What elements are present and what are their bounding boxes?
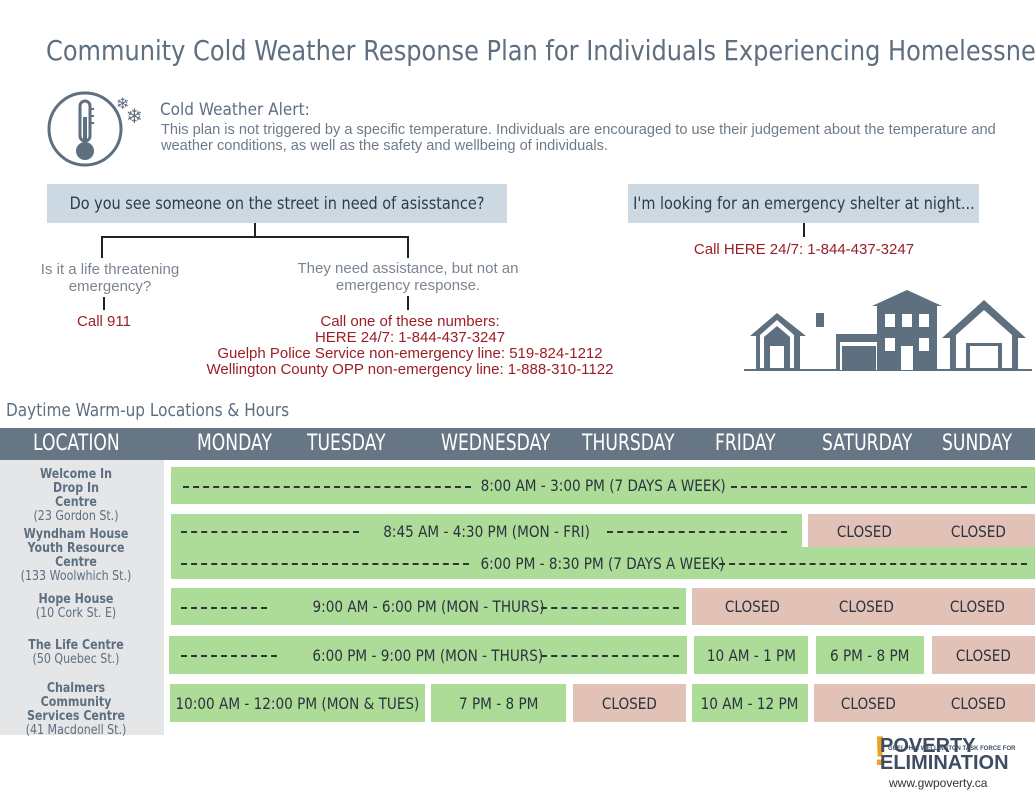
- closed-cell: CLOSED: [922, 684, 1035, 722]
- hours-text: 9:00 AM - 6:00 PM (MON - THURS): [312, 597, 545, 616]
- website-link[interactable]: www.gwpoverty.ca: [889, 776, 988, 790]
- connector-line: [803, 223, 805, 237]
- closed-label: CLOSED: [724, 597, 780, 616]
- hours-text: 8:45 AM - 4:30 PM (MON - FRI): [383, 521, 590, 541]
- hours-bar: 10 AM - 12 PM: [692, 684, 808, 722]
- logo-tagline: GUELPH & WELLINGTON TASK FORCE FOR: [888, 746, 1016, 752]
- hours-bar: 9:00 AM - 6:00 PM (MON - THURS): [171, 588, 686, 625]
- logo-elimination: ELIMINATION: [880, 752, 1009, 774]
- connector-line: [407, 236, 409, 258]
- hours-bar: 8:45 AM - 4:30 PM (MON - FRI): [171, 514, 802, 548]
- closed-cell: CLOSED: [692, 588, 812, 625]
- closed-cell: CLOSED: [920, 588, 1035, 625]
- header-monday: MONDAY: [197, 431, 272, 456]
- connector-line: [254, 223, 256, 236]
- connector-line: [103, 297, 105, 310]
- phone-opp: Wellington County OPP non-emergency line…: [206, 361, 614, 378]
- closed-cell: CLOSED: [921, 514, 1035, 548]
- logo-poverty: POVERTY: [880, 735, 976, 757]
- connector-line: [101, 236, 409, 238]
- alert-heading: Cold Weather Alert:: [160, 100, 310, 120]
- location-hope: Hope House (10 Cork St. E): [0, 593, 152, 621]
- closed-label: CLOSED: [601, 693, 657, 713]
- header-wednesday: WEDNESDAY: [441, 431, 551, 456]
- location-name: The Life Centre: [28, 638, 124, 653]
- location-address: (41 Macdonell St.): [25, 723, 127, 738]
- closed-label: CLOSED: [840, 693, 896, 713]
- location-chalmers: Chalmers Community Services Centre (41 M…: [0, 682, 152, 738]
- hours-text: 6 PM - 8 PM: [830, 645, 910, 665]
- location-column: [0, 460, 164, 735]
- phone-list-intro: Call one of these numbers:: [320, 313, 500, 330]
- closed-cell: CLOSED: [573, 684, 686, 722]
- schedule-title: Daytime Warm-up Locations & Hours: [6, 400, 290, 421]
- non-emergency-question: They need assistance, but not an emergen…: [297, 260, 519, 294]
- header-location: LOCATION: [33, 431, 120, 456]
- location-address: (10 Cork St. E): [35, 606, 117, 621]
- shelter-question: I'm looking for an emergency shelter at …: [632, 193, 975, 214]
- hours-text: 10 AM - 1 PM: [706, 645, 796, 665]
- closed-label: CLOSED: [838, 597, 894, 616]
- location-name: Chalmers Community Services Centre: [26, 681, 126, 724]
- header-saturday: SATURDAY: [822, 431, 913, 456]
- closed-label: CLOSED: [950, 693, 1006, 713]
- closed-cell: CLOSED: [814, 684, 922, 722]
- houses-illustration: [742, 288, 1034, 374]
- connector-line: [101, 236, 103, 258]
- page-title: Community Cold Weather Response Plan for…: [46, 34, 1035, 67]
- hours-bar: 8:00 AM - 3:00 PM (7 DAYS A WEEK): [171, 467, 1035, 504]
- hours-text: 7 PM - 8 PM: [458, 693, 539, 713]
- street-question: Do you see someone on the street in need…: [69, 193, 485, 214]
- header-friday: FRIDAY: [715, 431, 776, 456]
- phone-police: Guelph Police Service non-emergency line…: [217, 345, 603, 362]
- life-threatening-question: Is it a life threatening emergency?: [40, 261, 180, 295]
- hours-text: 6:00 PM - 8:30 PM (7 DAYS A WEEK): [480, 553, 725, 573]
- exclamation-icon: !: [873, 727, 887, 774]
- snowflake-icon: ❄: [116, 96, 130, 113]
- closed-label: CLOSED: [955, 645, 1011, 665]
- location-wyndham: Wyndham House Youth Resource Centre (133…: [0, 528, 152, 584]
- shelter-answer: Call HERE 24/7: 1-844-437-3247: [693, 241, 915, 258]
- hours-bar: 10:00 AM - 12:00 PM (MON & TUES): [170, 684, 425, 722]
- location-name: Welcome In Drop In Centre: [39, 467, 113, 510]
- header-tuesday: TUESDAY: [307, 431, 386, 456]
- location-name: Hope House: [38, 592, 114, 607]
- connector-line: [407, 296, 409, 310]
- hours-bar: 6:00 PM - 9:00 PM (MON - THURS): [169, 636, 687, 674]
- hours-text: 10 AM - 12 PM: [701, 693, 799, 713]
- closed-cell: CLOSED: [932, 636, 1035, 674]
- hours-bar: 6:00 PM - 8:30 PM (7 DAYS A WEEK): [171, 547, 1035, 579]
- snowflake-icon: ❄: [126, 106, 143, 128]
- location-address: (133 Woolwhich St.): [20, 569, 132, 584]
- header-sunday: SUNDAY: [942, 431, 1013, 456]
- closed-cell: CLOSED: [812, 588, 920, 625]
- shelter-question-box: I'm looking for an emergency shelter at …: [628, 184, 979, 223]
- location-life: The Life Centre (50 Quebec St.): [0, 639, 152, 667]
- call-911: Call 911: [77, 313, 131, 330]
- closed-label: CLOSED: [836, 521, 892, 541]
- schedule-header: [0, 428, 1035, 460]
- phone-list: Call one of these numbers: HERE 24/7: 1-…: [160, 314, 660, 378]
- hours-text: 10:00 AM - 12:00 PM (MON & TUES): [175, 693, 420, 713]
- hours-bar: 7 PM - 8 PM: [431, 684, 566, 722]
- phone-here: HERE 24/7: 1-844-437-3247: [314, 329, 506, 346]
- hours-bar: 10 AM - 1 PM: [694, 636, 808, 674]
- street-question-box: Do you see someone on the street in need…: [47, 184, 507, 223]
- header-thursday: THURSDAY: [582, 431, 675, 456]
- location-address: (50 Quebec St.): [32, 652, 120, 667]
- alert-body: This plan is not triggered by a specific…: [161, 122, 996, 154]
- hours-bar: 6 PM - 8 PM: [816, 636, 924, 674]
- thermometer-icon: [47, 91, 123, 167]
- closed-label: CLOSED: [950, 521, 1006, 541]
- closed-cell: CLOSED: [808, 514, 921, 548]
- location-welcome: Welcome In Drop In Centre (23 Gordon St.…: [0, 468, 152, 524]
- hours-text: 6:00 PM - 9:00 PM (MON - THURS): [312, 645, 544, 665]
- closed-label: CLOSED: [949, 597, 1005, 616]
- location-name: Wyndham House Youth Resource Centre: [23, 527, 129, 570]
- location-address: (23 Gordon St.): [33, 509, 119, 524]
- hours-text: 8:00 AM - 3:00 PM (7 DAYS A WEEK): [480, 476, 726, 495]
